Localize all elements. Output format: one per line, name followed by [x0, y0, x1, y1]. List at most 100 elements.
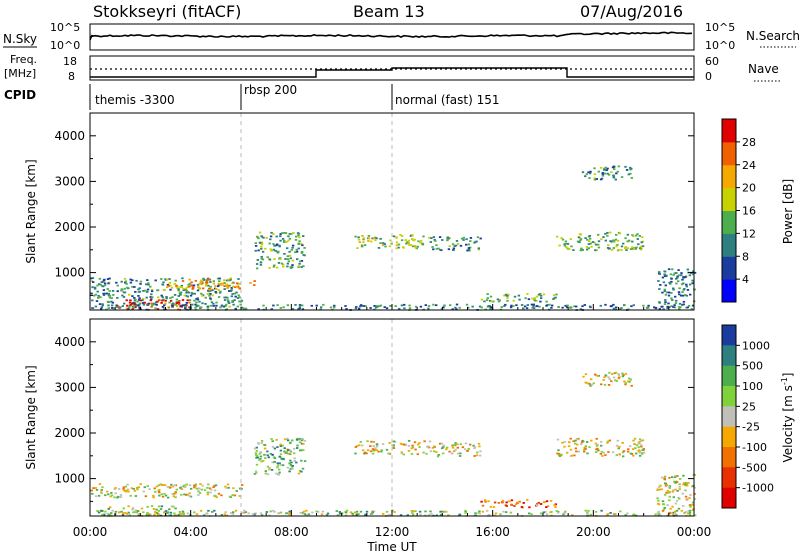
- data-pixel: [254, 249, 257, 252]
- data-pixel: [164, 278, 167, 281]
- data-pixel: [161, 495, 165, 498]
- data-pixel: [261, 250, 265, 253]
- data-pixel: [417, 240, 420, 243]
- data-pixel: [678, 483, 681, 486]
- data-pixel: [297, 247, 300, 250]
- data-pixel: [616, 239, 620, 242]
- data-pixel: [175, 298, 179, 301]
- data-pixel: [399, 514, 403, 516]
- data-pixel: [242, 511, 246, 514]
- data-pixel: [688, 274, 692, 277]
- data-pixel: [302, 510, 306, 513]
- data-pixel: [226, 287, 229, 289]
- data-pixel: [589, 384, 592, 387]
- data-pixel: [362, 237, 366, 240]
- data-pixel: [413, 238, 416, 241]
- data-pixel: [565, 246, 568, 249]
- data-pixel: [637, 446, 640, 449]
- data-pixel: [583, 448, 586, 451]
- data-pixel: [473, 446, 477, 449]
- data-pixel: [188, 484, 192, 487]
- data-pixel: [510, 499, 514, 502]
- data-pixel: [392, 444, 395, 446]
- data-pixel: [226, 299, 230, 301]
- data-pixel: [150, 293, 153, 296]
- data-pixel: [108, 296, 112, 299]
- data-pixel: [179, 286, 182, 289]
- data-pixel: [203, 279, 206, 281]
- data-pixel: [291, 308, 295, 310]
- data-pixel: [297, 234, 300, 237]
- data-pixel: [671, 476, 674, 478]
- data-pixel: [168, 508, 171, 511]
- data-pixel: [602, 379, 605, 381]
- data-pixel: [607, 244, 610, 247]
- data-pixel: [143, 301, 146, 304]
- data-pixel: [272, 248, 275, 251]
- data-pixel: [691, 279, 694, 282]
- data-pixel: [456, 243, 460, 245]
- data-pixel: [194, 279, 197, 282]
- data-pixel: [487, 500, 490, 503]
- data-pixel: [636, 233, 639, 235]
- data-pixel: [164, 299, 167, 302]
- data-pixel: [506, 297, 509, 299]
- data-pixel: [581, 439, 584, 442]
- data-pixel: [667, 268, 671, 271]
- data-pixel: [657, 503, 661, 506]
- data-pixel: [240, 299, 244, 302]
- data-pixel: [282, 464, 285, 467]
- data-pixel: [677, 291, 681, 293]
- data-pixel: [238, 495, 241, 497]
- data-pixel: [256, 259, 259, 261]
- data-pixel: [182, 289, 185, 291]
- data-pixel: [678, 308, 681, 310]
- data-pixel: [614, 238, 618, 241]
- data-pixel: [572, 440, 575, 443]
- data-pixel: [431, 246, 434, 248]
- data-pixel: [274, 249, 277, 252]
- data-pixel: [145, 283, 148, 286]
- data-pixel: [113, 496, 116, 499]
- data-pixel: [276, 304, 279, 306]
- data-pixel: [639, 245, 643, 248]
- data-pixel: [100, 510, 103, 512]
- data-pixel: [277, 473, 281, 476]
- data-pixel: [408, 307, 412, 310]
- data-pixel: [683, 512, 686, 514]
- data-pixel: [622, 374, 625, 376]
- data-pixel: [505, 501, 508, 504]
- data-pixel: [670, 277, 673, 280]
- data-pixel: [371, 448, 375, 450]
- data-pixel: [681, 278, 684, 281]
- data-pixel: [142, 490, 145, 493]
- data-pixel: [504, 303, 507, 306]
- data-pixel: [277, 250, 280, 253]
- data-pixel: [478, 445, 481, 448]
- data-pixel: [454, 448, 457, 451]
- data-pixel: [253, 284, 256, 286]
- data-pixel: [288, 250, 291, 253]
- data-pixel: [227, 278, 230, 281]
- colorbar-swatch: [722, 187, 736, 211]
- data-pixel: [516, 501, 519, 504]
- data-pixel: [582, 375, 585, 378]
- data-pixel: [647, 306, 650, 309]
- data-pixel: [178, 511, 182, 513]
- data-pixel: [193, 486, 196, 489]
- data-pixel: [212, 302, 215, 305]
- data-pixel: [681, 492, 684, 495]
- data-pixel: [128, 514, 131, 516]
- data-pixel: [624, 237, 627, 240]
- data-pixel: [576, 443, 579, 446]
- data-pixel: [638, 454, 642, 457]
- data-pixel: [583, 304, 586, 306]
- data-pixel: [566, 451, 569, 454]
- data-pixel: [117, 495, 120, 498]
- data-pixel: [119, 306, 122, 309]
- data-pixel: [293, 457, 296, 460]
- data-pixel: [155, 485, 159, 488]
- data-pixel: [253, 473, 257, 475]
- data-pixel: [270, 249, 273, 252]
- data-pixel: [628, 377, 631, 380]
